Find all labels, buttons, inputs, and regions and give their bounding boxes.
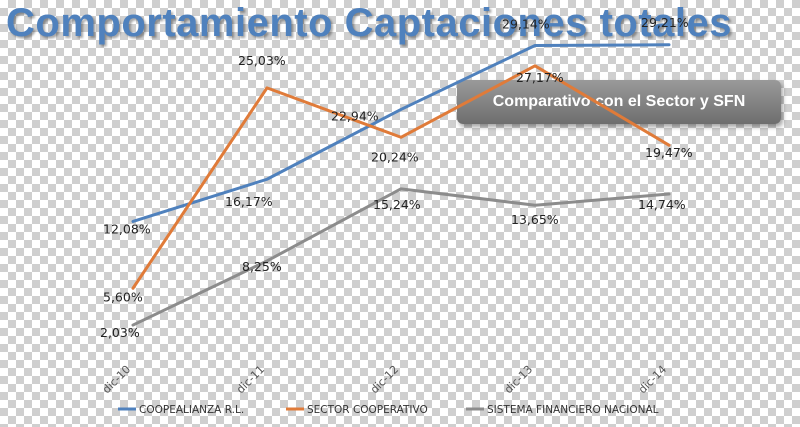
coopealianza-data-label: 22,94% xyxy=(331,108,379,123)
x-tick-label: dic-11 xyxy=(234,363,267,396)
coopealianza-data-label: 12,08% xyxy=(103,221,151,236)
x-tick-label: dic-12 xyxy=(368,363,401,396)
sistema-financiero-data-label: 14,74% xyxy=(638,197,686,212)
sector-cooperativo-data-label: 27,17% xyxy=(516,70,564,85)
sistema-financiero-data-label: 13,65% xyxy=(511,212,559,227)
chart-title: Comportamiento Captaciones totales xyxy=(6,1,733,45)
chart-subtitle: Comparativo con el Sector y SFN xyxy=(457,80,781,124)
sector-cooperativo-series-line xyxy=(131,64,671,290)
coopealianza-data-label: 29,21% xyxy=(641,15,689,30)
sistema-financiero-legend-label: SISTEMA FINANCIERO NACIONAL xyxy=(487,404,659,416)
coopealianza-legend-label: COOPEALIANZA R.L. xyxy=(139,404,244,416)
sistema-financiero-data-label: 15,24% xyxy=(373,197,421,212)
coopealianza-data-label: 16,17% xyxy=(225,194,273,209)
coopealianza-series-line xyxy=(131,43,671,223)
sector-cooperativo-data-label: 5,60% xyxy=(103,289,143,304)
x-tick-label: dic-13 xyxy=(502,363,535,396)
coopealianza-data-label: 29,14% xyxy=(502,16,550,31)
sector-cooperativo-data-label: 19,47% xyxy=(645,145,693,160)
sistema-financiero-data-label: 8,25% xyxy=(242,259,282,274)
sector-cooperativo-legend-label: SECTOR COOPERATIVO xyxy=(307,404,428,416)
sector-cooperativo-data-label: 25,03% xyxy=(238,53,286,68)
sector-cooperativo-data-label: 20,24% xyxy=(371,149,419,164)
sistema-financiero-series-line xyxy=(131,187,671,327)
x-tick-label: dic-10 xyxy=(100,363,133,396)
sistema-financiero-data-label: 2,03% xyxy=(100,325,140,340)
x-tick-label: dic-14 xyxy=(636,363,669,396)
